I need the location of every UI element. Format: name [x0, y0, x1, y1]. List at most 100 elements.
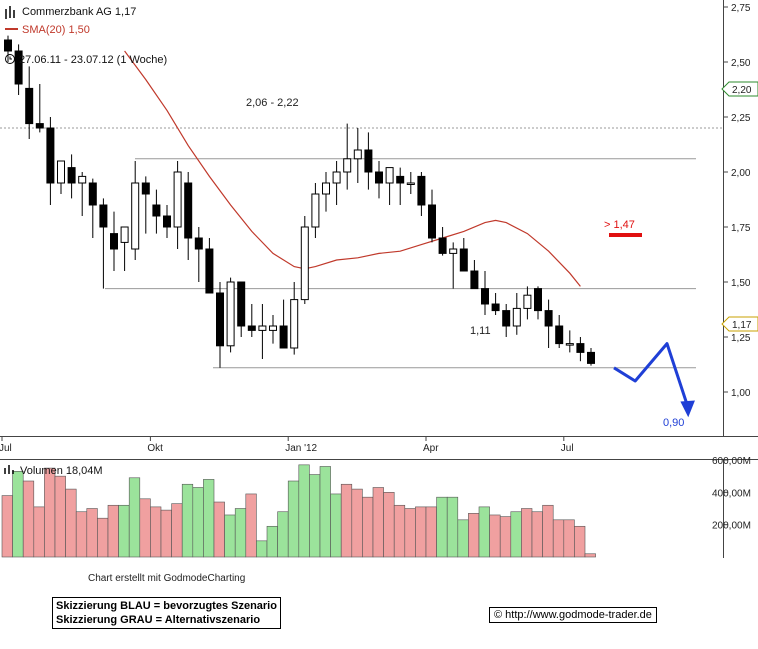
- candle: [247, 304, 256, 337]
- candle: [322, 172, 330, 212]
- candle: [46, 117, 55, 205]
- volume-bar: [171, 503, 183, 558]
- volume-bar: [160, 509, 172, 558]
- candle: [332, 161, 341, 205]
- candle: [194, 227, 203, 282]
- candle: [417, 172, 426, 216]
- volume-bar: [574, 525, 586, 558]
- candle: [290, 282, 299, 355]
- candle: [576, 337, 585, 362]
- candle: [512, 293, 521, 335]
- volume-bar: [139, 498, 151, 558]
- volume-bar: [277, 511, 289, 558]
- volume-bar: [319, 466, 331, 558]
- candle-body: [491, 303, 500, 312]
- volume-bar: [372, 487, 384, 558]
- candle-body: [141, 182, 150, 195]
- candle-body: [300, 226, 309, 301]
- candle: [459, 238, 468, 272]
- candle: [216, 282, 224, 368]
- volume-bar: [542, 504, 554, 558]
- resistance-zone-label: 2,06 - 2,22: [246, 97, 299, 109]
- candle-body: [216, 292, 224, 347]
- candle-body: [385, 167, 394, 184]
- volume-bar: [436, 496, 448, 558]
- candle-body: [194, 237, 203, 250]
- candle-body: [353, 149, 362, 160]
- volume-bar: [245, 493, 257, 558]
- time-tick-label: Okt: [147, 443, 163, 454]
- candle: [184, 172, 193, 260]
- source-url-text[interactable]: http://www.godmode-trader.de: [505, 609, 652, 621]
- volume-bar: [224, 514, 236, 558]
- chart-credit: Chart erstellt mit GodmodeCharting: [88, 573, 246, 584]
- svg-text:SMA(20) 1,50: SMA(20) 1,50: [22, 24, 90, 36]
- time-tick-label: Jul: [561, 443, 574, 454]
- candle-body: [565, 343, 574, 346]
- volume-bar: [362, 496, 374, 558]
- legend-range: 27.06.11 - 23.07.12 (1 Woche): [5, 54, 167, 66]
- volume-bar: [478, 506, 490, 558]
- volume-bar: [383, 492, 395, 558]
- target-high-label: > 1,47: [604, 219, 635, 231]
- candle-body: [364, 149, 373, 173]
- candle: [279, 299, 288, 349]
- candle-body: [14, 50, 23, 85]
- candle-body: [311, 193, 320, 228]
- volume-bar: [521, 508, 533, 558]
- volume-bar: [65, 488, 77, 558]
- volume-bar: [499, 516, 512, 558]
- support-label: 1,11: [470, 325, 491, 337]
- candle: [258, 304, 267, 359]
- candle-body: [279, 325, 288, 349]
- candle: [396, 167, 405, 205]
- volume-bar: [86, 508, 98, 558]
- candle-body: [523, 294, 532, 309]
- candle-body: [555, 325, 564, 345]
- source-url[interactable]: © http://www.godmode-trader.de: [489, 607, 657, 623]
- volume-bar: [446, 496, 459, 558]
- volume-bar: [309, 474, 321, 558]
- candle: [269, 315, 277, 344]
- candle-body: [120, 226, 129, 243]
- volume-bar: [287, 480, 300, 558]
- volume-tick-label: 400,00M: [712, 488, 751, 499]
- volume-bar: [563, 519, 575, 558]
- candle-body: [131, 182, 140, 250]
- volume-bar: [54, 475, 66, 558]
- volume-bar: [584, 553, 596, 558]
- volume-bar: [1, 495, 13, 558]
- candle-body: [576, 343, 585, 353]
- candle-body: [4, 39, 12, 52]
- candle: [587, 348, 595, 366]
- volume-bar: [33, 506, 45, 558]
- price-tag-upper: 2,20: [721, 81, 758, 97]
- candle: [57, 160, 65, 194]
- copyright-icon: ©: [494, 609, 503, 621]
- candle: [481, 271, 489, 315]
- candle-body: [512, 307, 521, 327]
- candle: [35, 84, 44, 133]
- candlestick-icon: [5, 6, 15, 19]
- candle: [449, 242, 458, 289]
- candle-body: [237, 281, 246, 327]
- candle: [173, 161, 182, 249]
- candle-body: [587, 351, 595, 364]
- candle-body: [534, 288, 542, 312]
- volume-bar: [256, 540, 268, 558]
- candle-body: [396, 175, 405, 184]
- candle: [99, 198, 108, 289]
- candle-body: [449, 248, 458, 254]
- candle: [78, 172, 87, 216]
- candle-body: [417, 175, 426, 206]
- candle: [438, 227, 447, 256]
- candle: [565, 330, 574, 353]
- candle-body: [258, 325, 267, 331]
- candle-body: [67, 167, 76, 184]
- candle-body: [184, 182, 193, 239]
- candle-body: [25, 87, 34, 125]
- volume-bar: [340, 483, 353, 558]
- volume-bar: [468, 513, 480, 558]
- price-tick-label: 1,50: [731, 278, 751, 289]
- candle-body: [205, 248, 214, 294]
